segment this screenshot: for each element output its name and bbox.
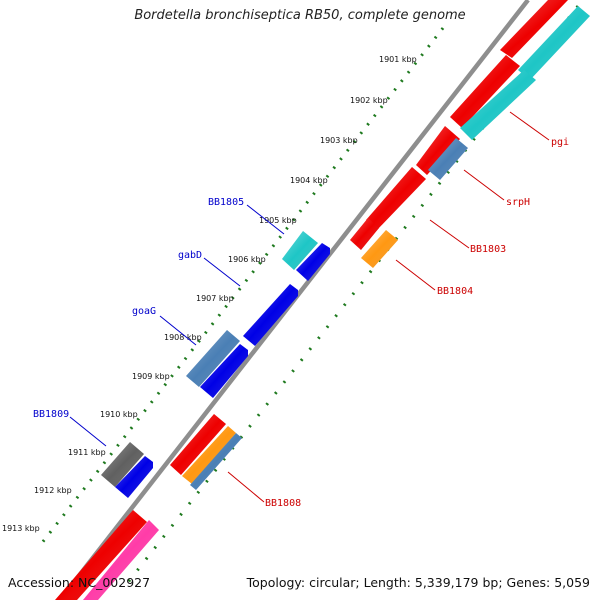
gene-labels: BB1805 gabD goaG BB1809 pgi srpH BB1803 …: [33, 137, 569, 509]
accession-text: Accession: NC_002927: [8, 575, 151, 590]
gc-track-reverse: [120, 5, 580, 591]
gene-label-gabd[interactable]: gabD: [178, 250, 202, 261]
tick-labels: 1901 kbp 1902 kbp 1903 kbp 1904 kbp 1905…: [2, 55, 417, 533]
genome-title: Bordetella bronchiseptica RB50, complete…: [134, 8, 466, 23]
tick-label: 1909 kbp: [132, 372, 170, 381]
tick-label: 1904 kbp: [290, 176, 328, 185]
tick-label: 1901 kbp: [379, 55, 417, 64]
gene-label-srph[interactable]: srpH: [506, 197, 530, 208]
tick-label: 1913 kbp: [2, 524, 40, 533]
gene-label-pgi[interactable]: pgi: [551, 137, 569, 148]
gene-label-goag[interactable]: goaG: [132, 306, 156, 317]
reverse-genes: [170, 0, 590, 490]
tick-label: 1905 kbp: [259, 216, 297, 225]
tick-label: 1910 kbp: [100, 410, 138, 419]
gene-label-bb1809[interactable]: BB1809: [33, 409, 69, 420]
genome-summary-text: Topology: circular; Length: 5,339,179 bp…: [246, 575, 590, 590]
forward-genes: [55, 231, 330, 600]
tick-label: 1907 kbp: [196, 294, 234, 303]
tick-label: 1908 kbp: [164, 333, 202, 342]
gene-label-bb1808[interactable]: BB1808: [265, 498, 301, 509]
tick-label: 1903 kbp: [320, 136, 358, 145]
gene-label-bb1804[interactable]: BB1804: [437, 286, 473, 297]
gene-label-bb1805[interactable]: BB1805: [208, 197, 244, 208]
tick-label: 1902 kbp: [350, 96, 388, 105]
gene-label-bb1803[interactable]: BB1803: [470, 244, 506, 255]
label-leaders: [69, 111, 550, 503]
gc-track-forward: [36, 27, 445, 549]
tick-label: 1912 kbp: [34, 486, 72, 495]
tick-label: 1911 kbp: [68, 448, 106, 457]
tick-label: 1906 kbp: [228, 255, 266, 264]
